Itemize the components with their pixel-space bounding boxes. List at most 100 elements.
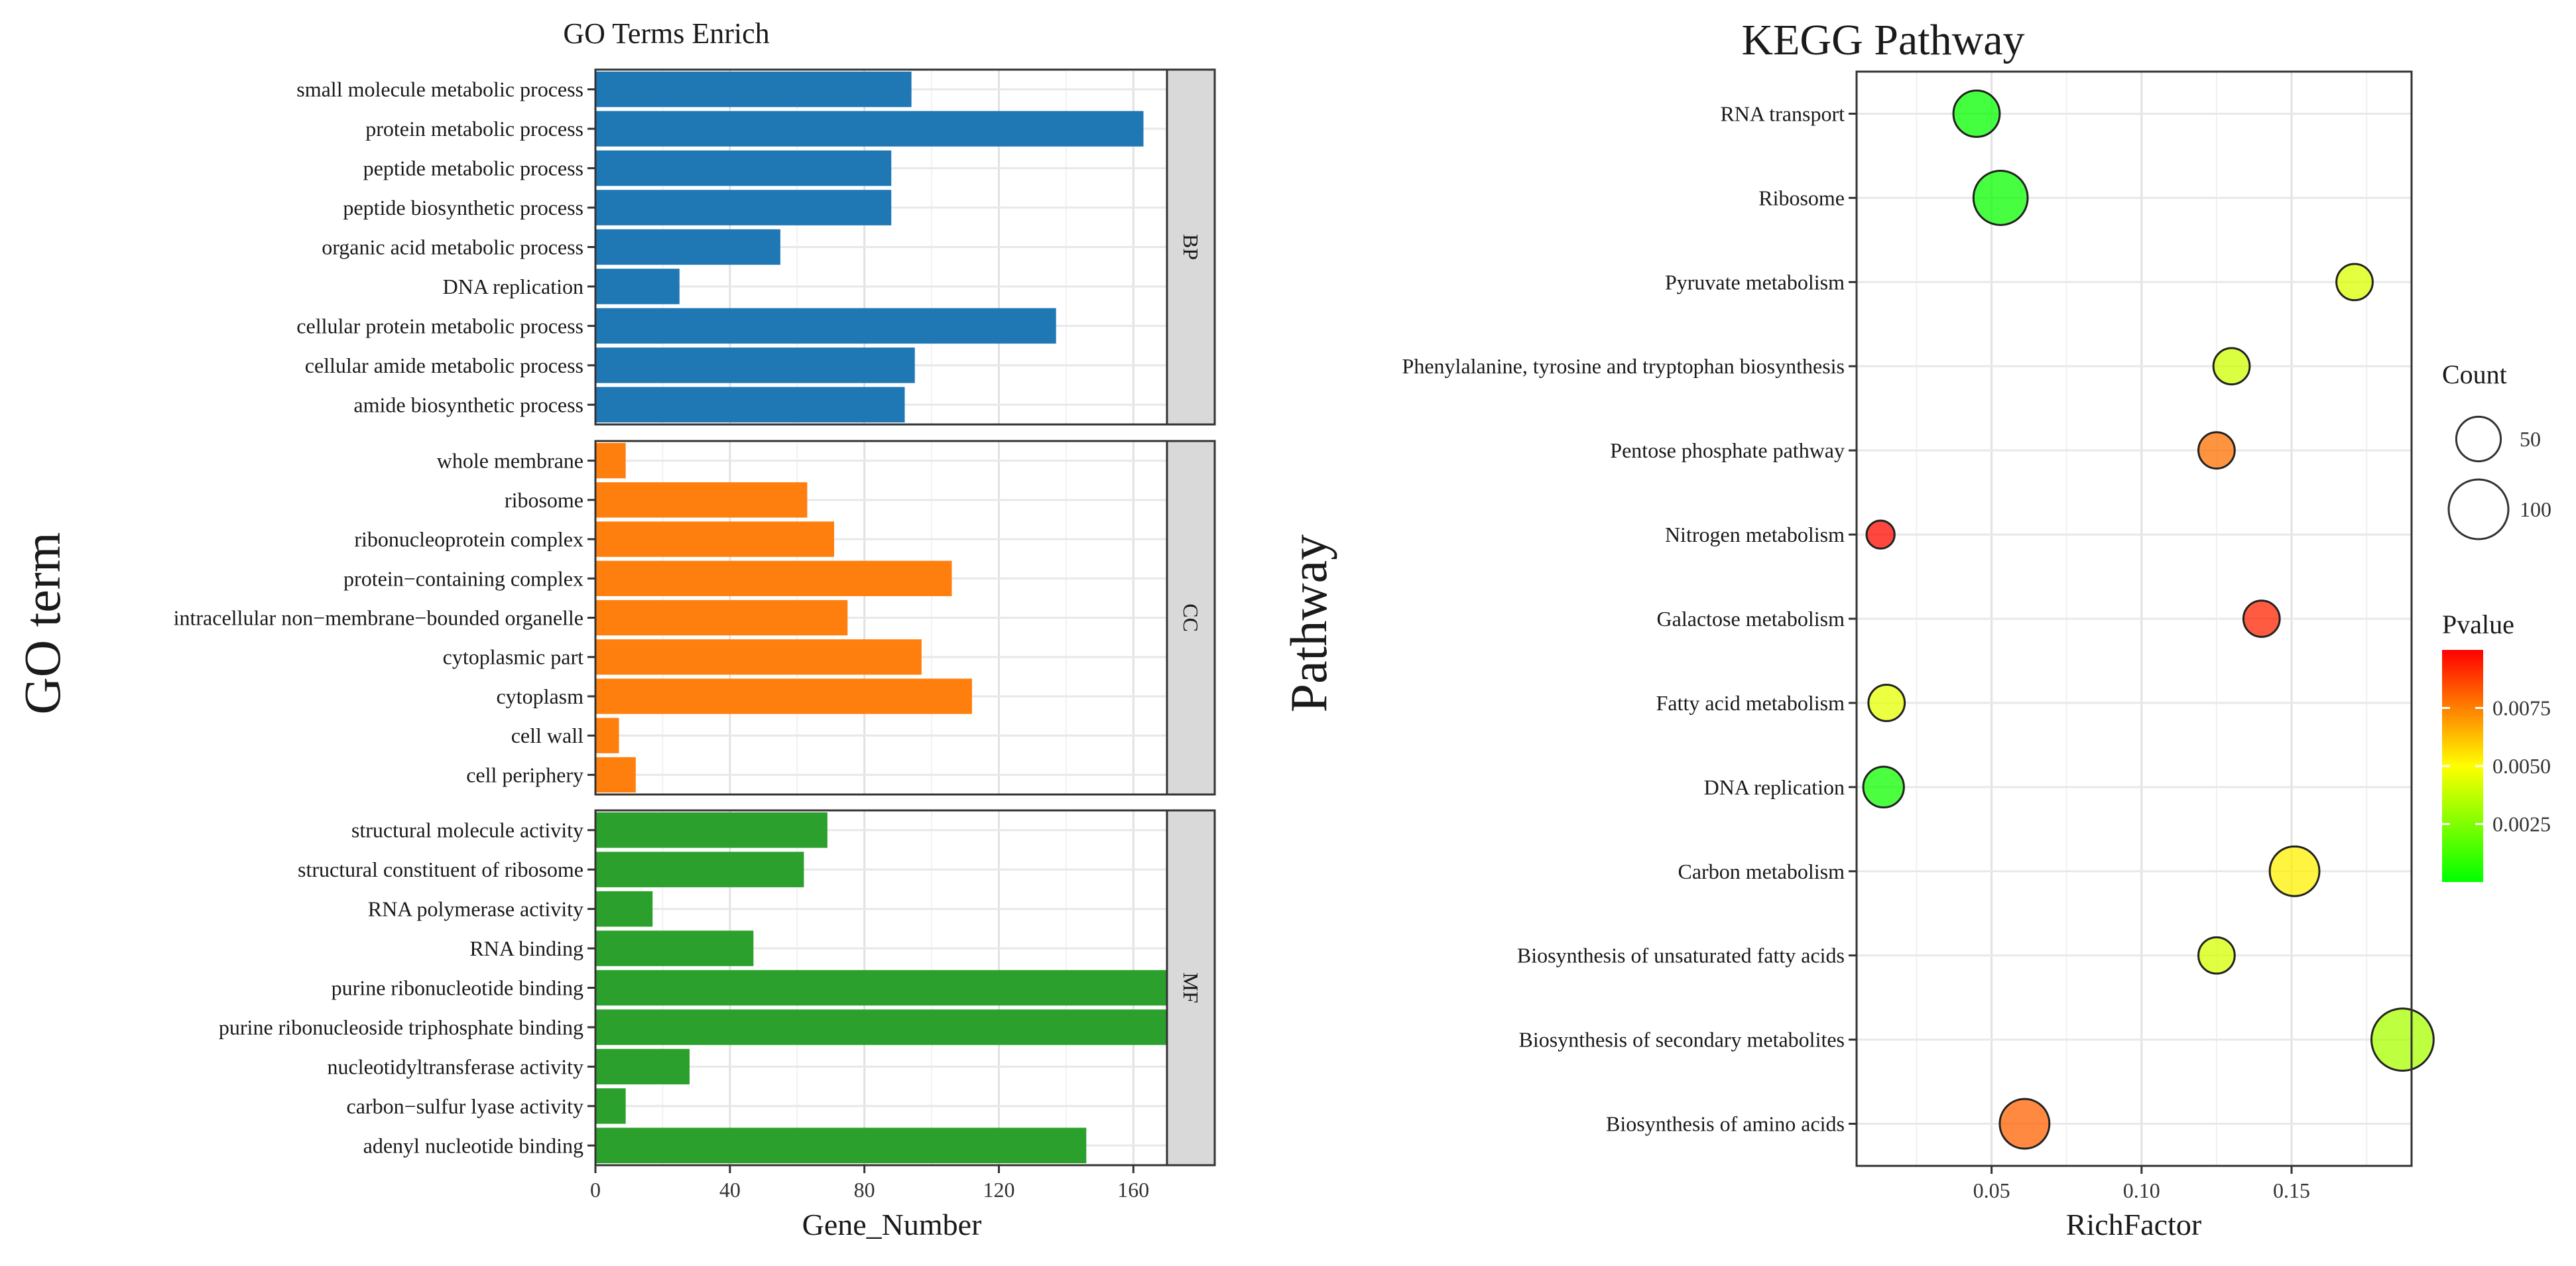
- go-bar-protein-containing-complex: [595, 560, 952, 596]
- go-category-label: structural molecule activity: [351, 818, 583, 842]
- kegg-bubble-carbon-metabolism: [2268, 845, 2321, 897]
- go-category-label: protein−containing complex: [343, 566, 583, 590]
- go-category-label: small molecule metabolic process: [296, 78, 583, 101]
- go-category-label: cellular protein metabolic process: [296, 314, 583, 338]
- go-category-label: RNA binding: [469, 936, 583, 960]
- go-bar-purine-ribonucleotide-binding: [595, 970, 1167, 1006]
- go-category-label: cellular amide metabolic process: [305, 353, 583, 377]
- go-bar-adenyl-nucleotide-binding: [595, 1127, 1087, 1164]
- kegg-category-label: Fatty acid metabolism: [1656, 691, 1845, 715]
- go-bar-carbon-sulfur-lyase-activity: [595, 1088, 626, 1124]
- size-legend-title: Count: [2442, 359, 2507, 389]
- go-category-label: ribosome: [505, 488, 583, 512]
- colorbar-tick-label: 0.0050: [2492, 754, 2551, 778]
- go-category-label: intracellular non−membrane−bounded organ…: [174, 606, 583, 630]
- go-category-label: cytoplasm: [496, 684, 583, 708]
- go-bar-dna-replication: [595, 269, 680, 304]
- go-category-label: carbon−sulfur lyase activity: [347, 1094, 583, 1118]
- kegg-category-label: Ribosome: [1758, 186, 1845, 210]
- go-category-label: peptide biosynthetic process: [343, 196, 583, 220]
- go-category-label: nucleotidyltransferase activity: [327, 1054, 583, 1078]
- go-bar-cellular-protein-metabolic-process: [595, 308, 1056, 344]
- go-category-label: structural constituent of ribosome: [298, 857, 583, 881]
- kegg-bubble-chart: RNA transport Ribosome Pyruvate metabolism…: [1402, 70, 2435, 1202]
- go-bar-cell-periphery: [595, 757, 636, 793]
- go-bar-cellular-amide-metabolic-process: [595, 348, 915, 383]
- kegg-panel-border: [1855, 70, 2413, 1167]
- go-category-label: adenyl nucleotide binding: [363, 1133, 583, 1157]
- go-category-label: DNA replication: [443, 275, 583, 298]
- go-category-label: peptide metabolic process: [363, 157, 583, 180]
- kegg-chart-title: KEGG Pathway: [1741, 16, 2024, 64]
- go-category-label: cell periphery: [466, 763, 583, 787]
- kegg-bubble-rna-transport: [1952, 90, 2001, 138]
- go-x-axis-title: Gene_Number: [802, 1208, 982, 1241]
- kegg-category-label: Nitrogen metabolism: [1665, 523, 1845, 546]
- kegg-category-label: Pyruvate metabolism: [1665, 270, 1845, 294]
- go-chart-title: GO Terms Enrich: [563, 17, 769, 50]
- go-strip-mf: [1166, 809, 1216, 1167]
- go-bar-nucleotidyltransferase-activity: [595, 1048, 690, 1085]
- go-bar-structural-constituent-of-ribosome: [595, 852, 804, 887]
- go-category-label: amide biosynthetic process: [353, 393, 583, 416]
- go-x-tick-label: 0: [590, 1178, 601, 1202]
- go-category-label: whole membrane: [437, 449, 583, 473]
- go-bar-small-molecule-metabolic-process: [595, 71, 912, 107]
- size-legend-label: 100: [2520, 497, 2551, 521]
- size-legend-circle: [2455, 415, 2502, 463]
- kegg-bubble-ribosome: [1972, 170, 2029, 226]
- go-bar-organic-acid-metabolic-process: [595, 229, 780, 265]
- go-bar-purine-ribonucleoside-triphosphate-binding: [595, 1009, 1167, 1045]
- go-category-label: RNA polymerase activity: [368, 897, 583, 921]
- go-bar-rna-binding: [595, 930, 754, 966]
- kegg-category-label: Carbon metabolism: [1678, 859, 1845, 883]
- kegg-x-tick-label: 0.10: [2123, 1178, 2160, 1202]
- kegg-category-label: Phenylalanine, tyrosine and tryptophan b…: [1402, 354, 1845, 378]
- go-category-label: purine ribonucleoside triphosphate bindi…: [219, 1015, 583, 1039]
- kegg-category-label: Pentose phosphate pathway: [1610, 438, 1845, 462]
- colorbar-tick-label: 0.0025: [2492, 812, 2551, 836]
- go-bar-ribonucleoprotein-complex: [595, 521, 835, 557]
- go-strip-label-cc: CC: [1179, 603, 1203, 632]
- kegg-bubble-biosynthesis-of-secondary-metabolites: [2370, 1007, 2435, 1072]
- go-bar-cell-wall: [595, 718, 619, 753]
- kegg-x-tick-label: 0.15: [2273, 1178, 2310, 1202]
- go-bar-cytoplasm: [595, 678, 972, 714]
- go-bar-amide-biosynthetic-process: [595, 387, 905, 423]
- kegg-x-tick-label: 0.05: [1973, 1178, 2010, 1202]
- go-bar-structural-molecule-activity: [595, 812, 828, 848]
- kegg-bubble-nitrogen-metabolism: [1865, 519, 1896, 550]
- kegg-x-axis-title: RichFactor: [2066, 1208, 2201, 1241]
- kegg-bubble-pyruvate-metabolism: [2335, 263, 2374, 302]
- go-bar-peptide-biosynthetic-process: [595, 190, 892, 225]
- go-bar-rna-polymerase-activity: [595, 891, 653, 927]
- go-bar-cytoplasmic-part: [595, 639, 922, 675]
- go-bar-whole-membrane: [595, 442, 626, 479]
- go-y-axis-title: GO term: [13, 532, 71, 714]
- go-bar-chart: small molecule metabolic process protein …: [174, 68, 1216, 1202]
- kegg-bubble-dna-replication: [1862, 765, 1905, 809]
- go-category-label: organic acid metabolic process: [322, 235, 583, 259]
- size-legend-label: 50: [2520, 427, 2541, 451]
- size-legend-circle: [2447, 478, 2510, 540]
- kegg-category-label: RNA transport: [1720, 101, 1845, 125]
- go-strip-label-bp: BP: [1179, 234, 1203, 260]
- colorbar-tick-label: 0.0075: [2492, 696, 2551, 720]
- kegg-bubble-biosynthesis-of-amino-acids: [1998, 1098, 2051, 1150]
- kegg-bubble-phenylalanine-tyrosine-and-tryptophan-biosynthesis: [2212, 347, 2251, 386]
- go-bar-peptide-metabolic-process: [595, 150, 892, 186]
- color-legend-title: Pvalue: [2442, 609, 2514, 639]
- go-category-label: cell wall: [511, 724, 583, 747]
- go-strip-bp: [1166, 68, 1216, 426]
- go-x-tick-label: 40: [719, 1178, 741, 1202]
- kegg-category-label: DNA replication: [1704, 775, 1845, 799]
- kegg-bubble-pentose-phosphate-pathway: [2197, 431, 2236, 470]
- go-strip-label-mf: MF: [1179, 972, 1203, 1003]
- go-strip-cc: [1166, 440, 1216, 796]
- go-bar-intracellular-non-membrane-bounded-organelle: [595, 600, 848, 636]
- go-x-tick-label: 80: [854, 1178, 875, 1202]
- go-bar-ribosome: [595, 482, 808, 518]
- kegg-y-axis-title: Pathway: [1280, 535, 1337, 713]
- go-category-label: protein metabolic process: [365, 117, 583, 141]
